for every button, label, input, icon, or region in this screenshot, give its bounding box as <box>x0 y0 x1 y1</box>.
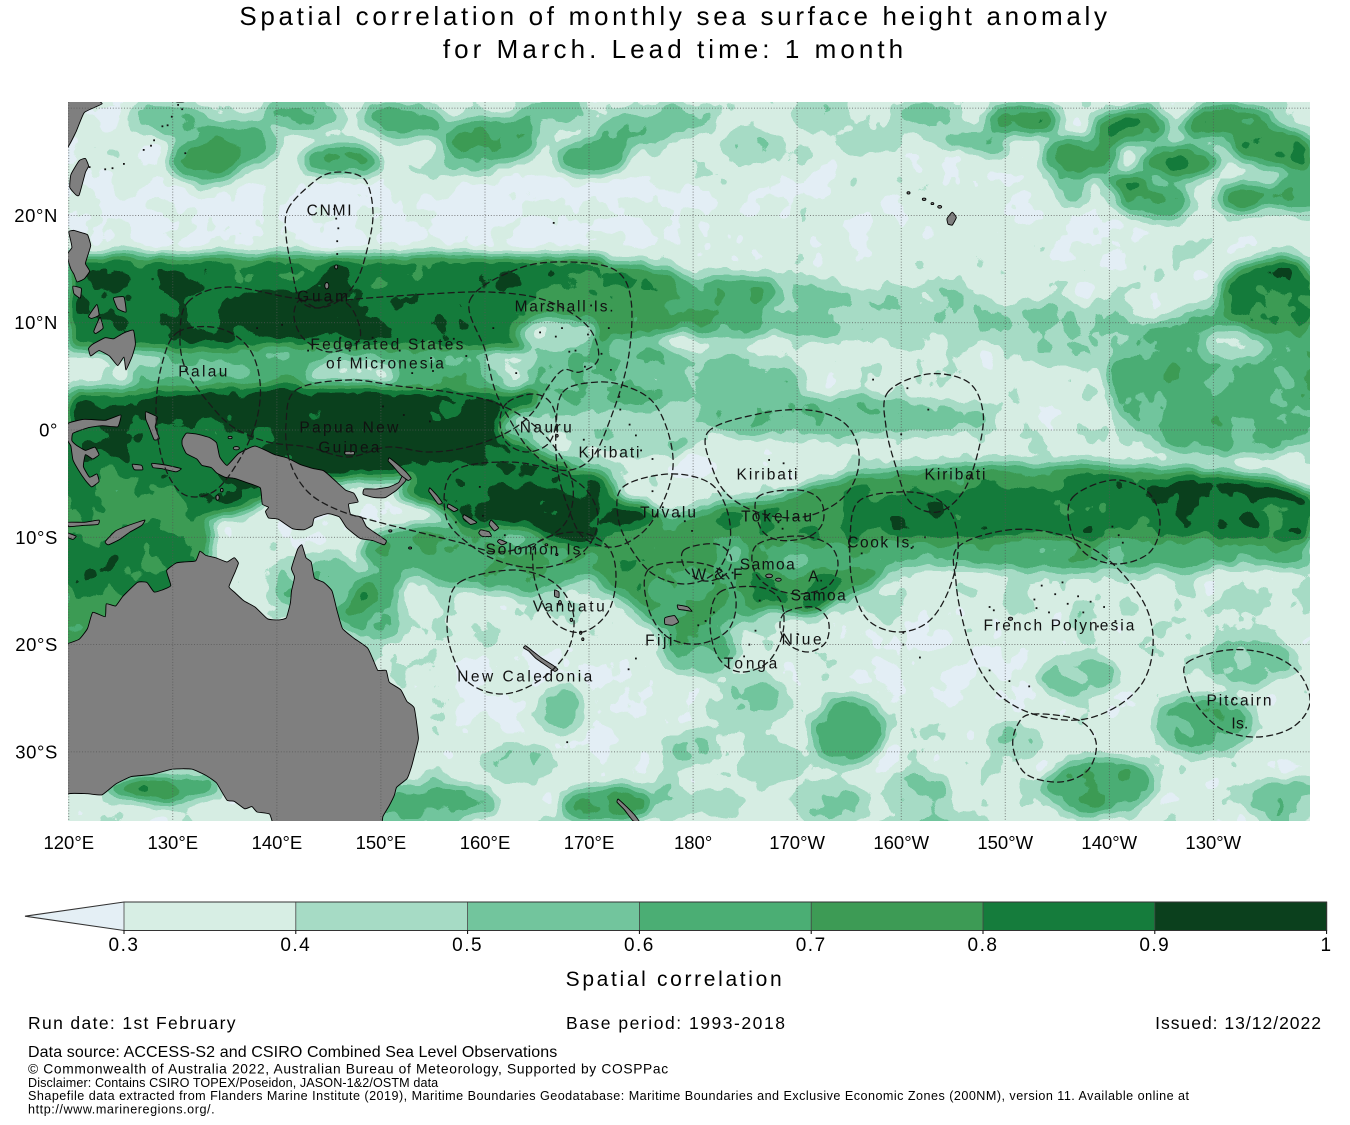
svg-text:150°E: 150°E <box>356 832 407 853</box>
svg-text:Fiji: Fiji <box>645 633 675 650</box>
svg-text:Pitcairn: Pitcairn <box>1207 693 1274 710</box>
svg-text:© Commonwealth of Australia 20: © Commonwealth of Australia 2022, Austra… <box>28 1062 669 1077</box>
svg-text:Samoa: Samoa <box>791 588 847 605</box>
svg-text:W & F: W & F <box>691 567 744 584</box>
svg-text:140°E: 140°E <box>252 832 303 853</box>
svg-text:Data source: ACCESS-S2 and CSI: Data source: ACCESS-S2 and CSIRO Combine… <box>28 1044 557 1061</box>
svg-text:Nauru: Nauru <box>520 420 574 437</box>
svg-text:10°N: 10°N <box>14 312 58 333</box>
svg-text:30°S: 30°S <box>15 741 58 762</box>
svg-text:0.6: 0.6 <box>624 935 655 956</box>
svg-text:0.7: 0.7 <box>796 935 827 956</box>
svg-text:Spatial correlation: Spatial correlation <box>566 968 785 991</box>
svg-text:Tokelau: Tokelau <box>741 509 815 526</box>
svg-text:20°S: 20°S <box>15 634 58 655</box>
svg-text:130°E: 130°E <box>147 832 198 853</box>
svg-text:Shapefile data extracted from: Shapefile data extracted from Flanders M… <box>28 1089 1189 1103</box>
svg-text:Kiribati: Kiribati <box>925 467 988 484</box>
svg-text:10°S: 10°S <box>15 527 58 548</box>
svg-text:Issued: 13/12/2022: Issued: 13/12/2022 <box>1155 1013 1322 1033</box>
svg-text:French Polynesia: French Polynesia <box>983 618 1136 635</box>
svg-text:120°E: 120°E <box>43 832 94 853</box>
svg-text:of Micronesia: of Micronesia <box>326 356 446 373</box>
svg-text:0°: 0° <box>39 420 58 441</box>
svg-text:Tuvalu: Tuvalu <box>640 505 698 522</box>
svg-text:Vanuatu: Vanuatu <box>533 599 608 616</box>
svg-text:1: 1 <box>1321 935 1333 956</box>
svg-text:Guinea: Guinea <box>318 440 381 457</box>
svg-text:180°: 180° <box>674 832 712 853</box>
svg-text:Tonga: Tonga <box>724 656 780 673</box>
svg-text:Disclaimer: Contains CSIRO TOP: Disclaimer: Contains CSIRO TOPEX/Poseido… <box>28 1076 438 1090</box>
svg-text:170°E: 170°E <box>564 832 615 853</box>
svg-text:for March. Lead time: 1 month: for March. Lead time: 1 month <box>443 34 907 64</box>
svg-text:150°W: 150°W <box>977 832 1033 853</box>
svg-text:Niue: Niue <box>782 632 825 649</box>
svg-text:Papua New: Papua New <box>299 420 400 437</box>
svg-text:130°W: 130°W <box>1185 832 1241 853</box>
svg-text:Palau: Palau <box>178 364 229 381</box>
svg-text:Base period: 1993-2018: Base period: 1993-2018 <box>566 1013 786 1033</box>
svg-text:0.8: 0.8 <box>968 935 999 956</box>
svg-text:Guam: Guam <box>297 289 351 306</box>
svg-text:160°E: 160°E <box>460 832 511 853</box>
svg-text:Is.: Is. <box>1231 716 1248 733</box>
svg-text:Kiribati: Kiribati <box>579 445 642 462</box>
svg-text:Samoa: Samoa <box>740 557 796 574</box>
svg-text:0.4: 0.4 <box>280 935 311 956</box>
svg-text:170°W: 170°W <box>769 832 825 853</box>
svg-text:http://www.marineregions.org/.: http://www.marineregions.org/. <box>28 1103 215 1117</box>
svg-text:0.9: 0.9 <box>1139 935 1170 956</box>
svg-text:0.5: 0.5 <box>452 935 483 956</box>
svg-text:Kiribati: Kiribati <box>737 467 800 484</box>
svg-text:New Caledonia: New Caledonia <box>457 669 595 686</box>
svg-text:A.: A. <box>808 569 823 586</box>
svg-text:140°W: 140°W <box>1081 832 1137 853</box>
svg-text:Run date: 1st February: Run date: 1st February <box>28 1013 237 1033</box>
svg-text:CNMI: CNMI <box>307 203 354 220</box>
svg-text:Cook Is.: Cook Is. <box>847 535 917 552</box>
svg-text:Spatial correlation of monthly: Spatial correlation of monthly sea surfa… <box>239 1 1110 31</box>
svg-text:160°W: 160°W <box>873 832 929 853</box>
svg-text:Solomon Is.: Solomon Is. <box>486 542 589 559</box>
svg-text:Marshall Is.: Marshall Is. <box>515 299 616 316</box>
svg-text:Federated States: Federated States <box>310 337 465 354</box>
svg-text:0.3: 0.3 <box>109 935 140 956</box>
svg-text:20°N: 20°N <box>14 205 58 226</box>
